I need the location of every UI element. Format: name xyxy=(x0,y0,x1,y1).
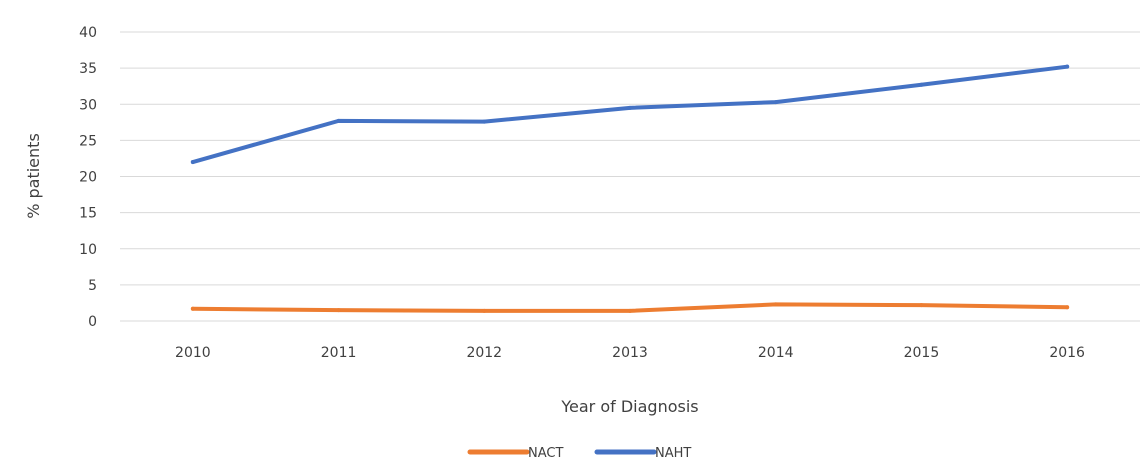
y-tick-label: 5 xyxy=(88,278,97,294)
x-tick-label: 2013 xyxy=(612,345,648,361)
legend-item-naht: NAHT xyxy=(594,446,691,461)
legend-item-nact: NACT xyxy=(467,446,563,461)
y-tick-label: 25 xyxy=(79,133,97,149)
y-tick-label: 0 xyxy=(88,314,97,330)
y-tick-label: 10 xyxy=(79,242,97,258)
x-tick-label: 2015 xyxy=(904,345,940,361)
data-point xyxy=(336,308,341,313)
gridlines xyxy=(120,31,1140,322)
legend-label: NACT xyxy=(528,446,563,461)
data-point xyxy=(773,302,778,307)
x-tick-label: 2014 xyxy=(758,345,794,361)
data-point xyxy=(190,306,195,311)
data-point xyxy=(919,303,924,308)
y-tick-label: 20 xyxy=(79,170,97,186)
y-tick-label: 15 xyxy=(79,206,97,222)
x-tick-label: 2010 xyxy=(175,345,211,361)
legend: NACT NAHT xyxy=(467,446,691,461)
y-axis-ticks: 0 5 10 15 20 25 30 35 40 xyxy=(79,25,97,330)
y-tick-label: 35 xyxy=(79,61,97,77)
data-point xyxy=(773,100,778,105)
x-tick-label: 2016 xyxy=(1049,345,1085,361)
data-point xyxy=(336,118,341,123)
data-point xyxy=(190,160,195,165)
data-point xyxy=(919,82,924,87)
data-point xyxy=(1065,305,1070,310)
data-point xyxy=(482,119,487,124)
data-point xyxy=(482,308,487,313)
series-nact xyxy=(190,302,1070,313)
x-tick-label: 2011 xyxy=(321,345,357,361)
x-axis-title: Year of Diagnosis xyxy=(560,397,698,416)
x-axis-ticks: 2010 2011 2012 2013 2014 2015 2016 xyxy=(175,345,1085,361)
series-naht xyxy=(190,64,1070,165)
legend-label: NAHT xyxy=(655,446,691,461)
data-point xyxy=(628,308,632,313)
series-lines xyxy=(190,64,1070,313)
data-point xyxy=(1065,64,1070,69)
y-tick-label: 30 xyxy=(79,97,97,113)
data-point xyxy=(628,105,632,110)
x-tick-label: 2012 xyxy=(466,345,502,361)
series-line-naht xyxy=(190,64,1070,165)
y-tick-label: 40 xyxy=(79,25,97,41)
y-axis-title: % patients xyxy=(24,133,43,219)
